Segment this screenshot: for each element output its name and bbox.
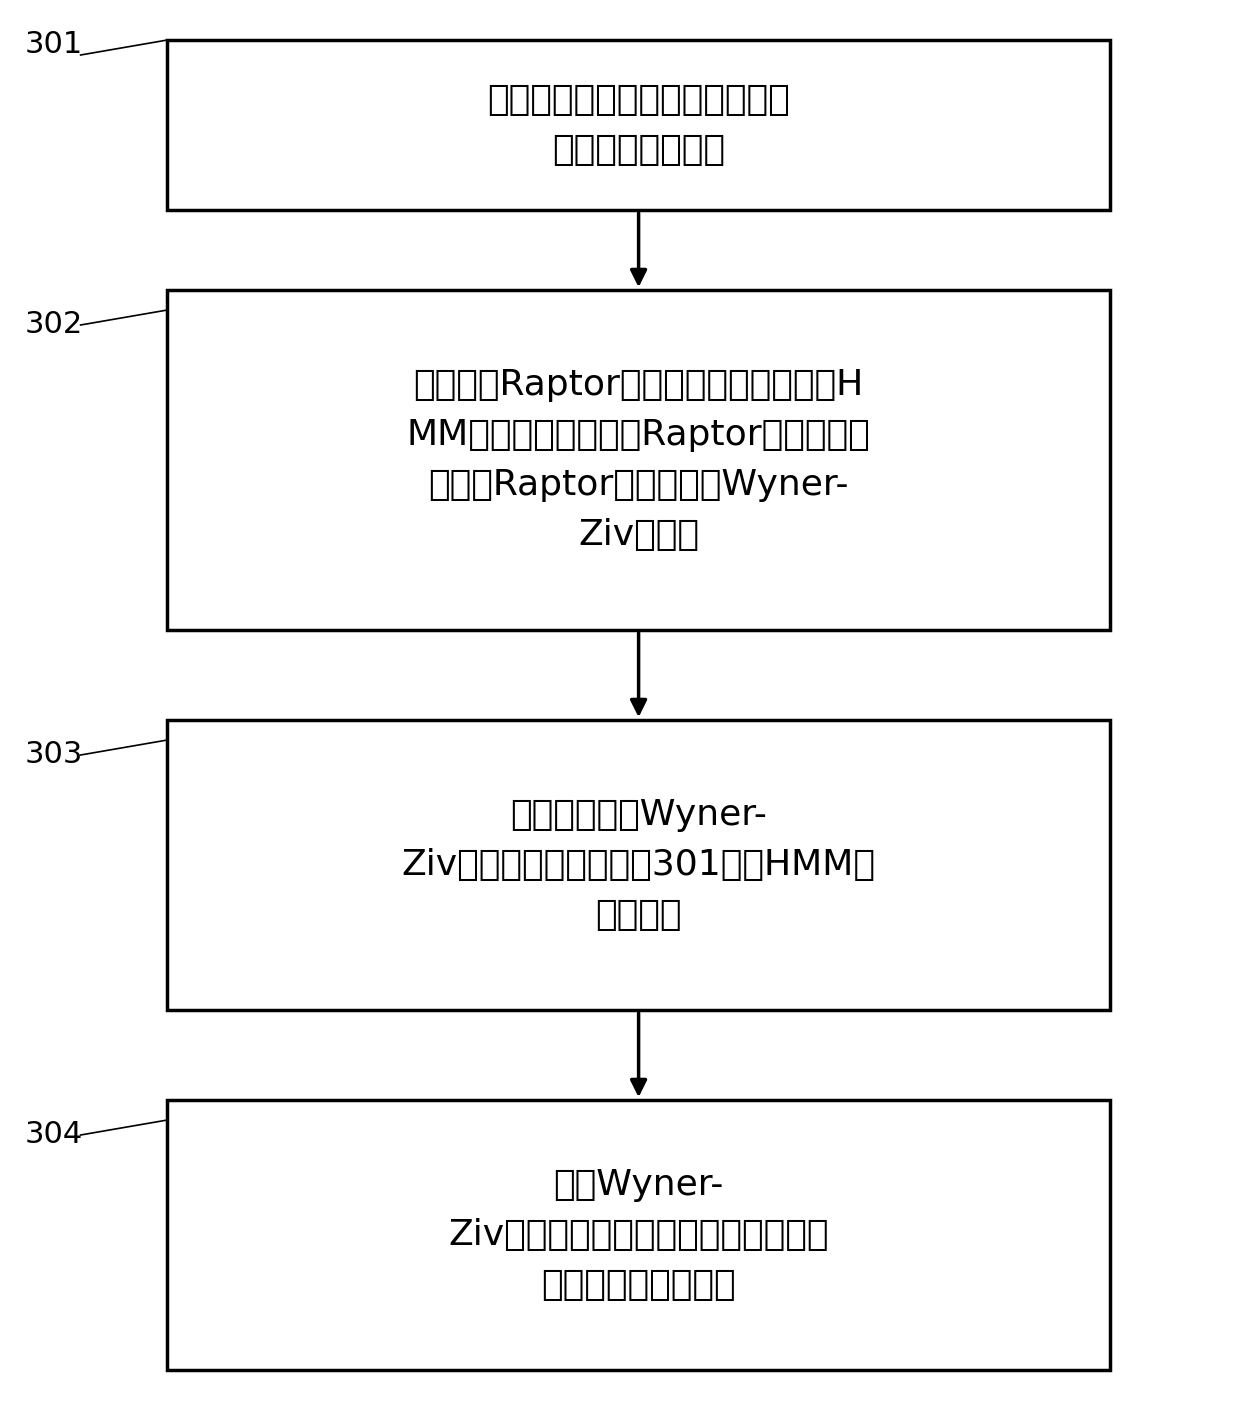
Text: 根据边信息和Wyner-
Ziv帧估计不断修正步骤301中的HMM模
型的参数: 根据边信息和Wyner- Ziv帧估计不断修正步骤301中的HMM模 型的参数 xyxy=(402,797,875,932)
Bar xyxy=(167,720,1110,1010)
Bar xyxy=(167,1099,1110,1369)
Text: 接收经过帧内编码的关键帧帧，
根据帧获得边信息: 接收经过帧内编码的关键帧帧， 根据帧获得边信息 xyxy=(487,83,790,167)
Text: 302: 302 xyxy=(25,309,83,339)
Text: 304: 304 xyxy=(25,1121,83,1149)
Text: 接收经过Raptor编码后的信号，并根据H
MM模型对接收的经过Raptor编码后的信
号进行Raptor解码，获得Wyner-
Ziv帧估计: 接收经过Raptor编码后的信号，并根据H MM模型对接收的经过Raptor编码… xyxy=(407,368,870,553)
Text: 301: 301 xyxy=(25,30,83,59)
Text: 303: 303 xyxy=(25,740,83,769)
Bar xyxy=(167,290,1110,630)
Bar xyxy=(167,39,1110,209)
Text: 根据Wyner-
Ziv帧估计获得重构帧，将重构帧和关
键帧组合获得解码帧: 根据Wyner- Ziv帧估计获得重构帧，将重构帧和关 键帧组合获得解码帧 xyxy=(449,1168,828,1302)
